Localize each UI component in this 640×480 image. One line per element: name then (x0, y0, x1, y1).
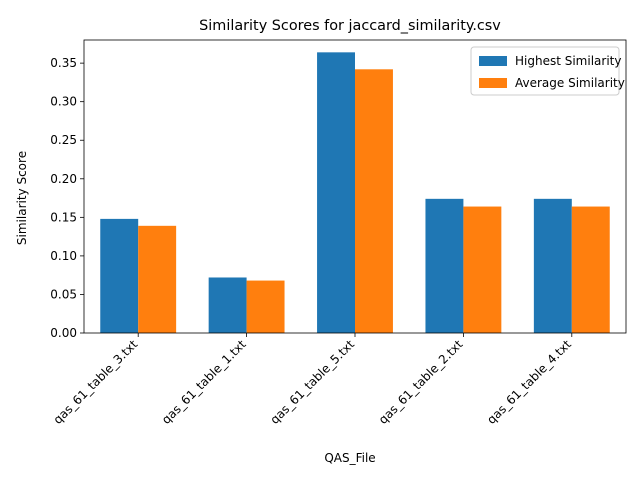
legend-label-1: Average Similarity (515, 76, 625, 90)
y-tick-label-7: 0.35 (50, 56, 77, 70)
bar-series0-1 (208, 277, 247, 333)
bar-series1-0 (138, 225, 177, 333)
bar-series0-3 (425, 198, 464, 333)
bars-group (100, 52, 610, 334)
bar-series0-0 (100, 218, 139, 333)
x-axis-label: QAS_File (324, 451, 375, 465)
y-tick-label-1: 0.05 (50, 287, 77, 301)
legend-label-0: Highest Similarity (515, 54, 621, 68)
legend-swatch-1 (479, 78, 507, 88)
y-tick-label-4: 0.20 (50, 172, 77, 186)
bar-series1-1 (246, 280, 285, 333)
legend: Highest Similarity Average Similarity (470, 46, 625, 96)
y-tick-label-3: 0.15 (50, 210, 77, 224)
x-tick-label-1: qas_61_table_1.txt (159, 337, 249, 427)
bar-series0-2 (317, 52, 355, 333)
y-tick-label-6: 0.30 (50, 95, 77, 109)
x-tick-label-0: qas_61_table_3.txt (51, 337, 141, 427)
x-tick-label-2: qas_61_table_5.txt (267, 337, 357, 427)
bar-series0-4 (533, 198, 572, 333)
y-axis-label: Similarity Score (15, 151, 29, 245)
x-tick-label-3: qas_61_table_2.txt (376, 337, 466, 427)
y-tick-label-0: 0.00 (50, 326, 77, 340)
bar-series1-2 (355, 69, 393, 334)
chart-title: Similarity Scores for jaccard_similarity… (199, 18, 501, 34)
x-tick-label-4: qas_61_table_4.txt (484, 337, 574, 427)
bar-series1-4 (571, 206, 610, 333)
legend-box (470, 46, 620, 96)
y-tick-label-5: 0.25 (50, 133, 77, 147)
y-tick-label-2: 0.10 (50, 249, 77, 263)
legend-swatch-0 (479, 56, 507, 66)
bar-series1-3 (463, 206, 502, 333)
